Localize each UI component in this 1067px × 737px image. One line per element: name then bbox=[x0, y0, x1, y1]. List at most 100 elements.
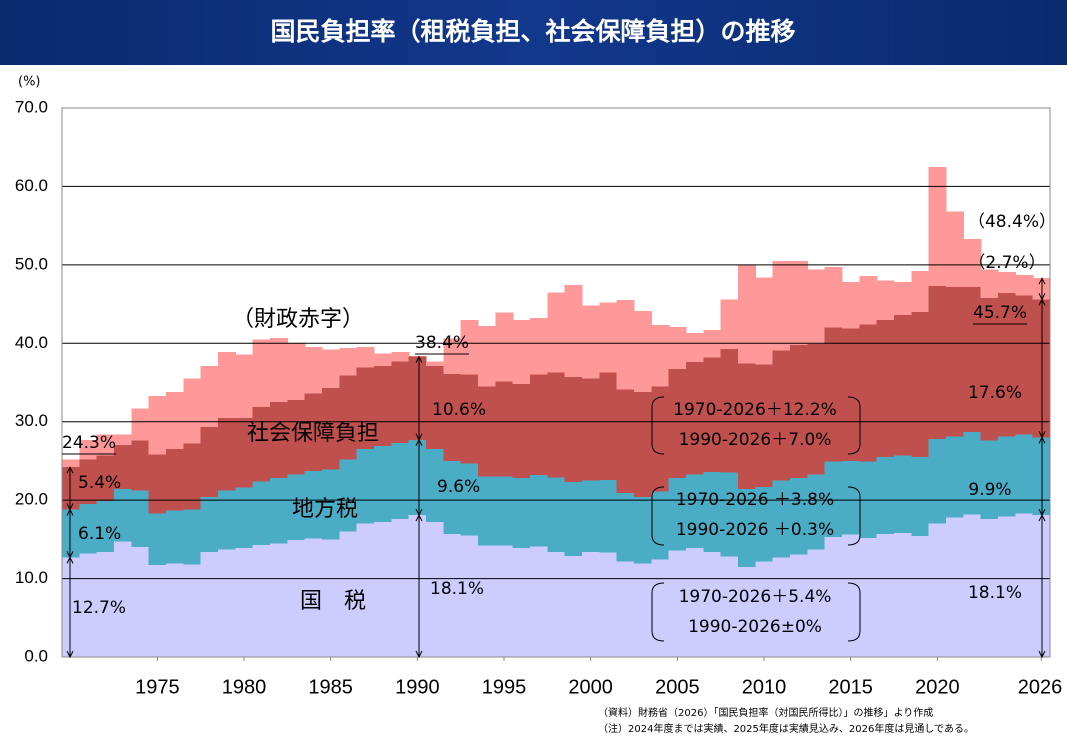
area-segment bbox=[634, 563, 652, 657]
area-segment bbox=[651, 559, 670, 657]
area-segment bbox=[616, 561, 635, 657]
area-segment bbox=[1015, 434, 1034, 514]
area-segment bbox=[963, 431, 982, 515]
area-segment bbox=[356, 347, 375, 368]
area-segment bbox=[651, 491, 670, 560]
area-segment bbox=[790, 260, 808, 345]
area-segment bbox=[946, 286, 964, 437]
area-segment bbox=[391, 351, 410, 362]
area-segment bbox=[738, 363, 756, 490]
area-segment bbox=[183, 509, 202, 565]
area-segment bbox=[287, 343, 306, 400]
area-segment bbox=[218, 549, 236, 657]
area-segment bbox=[651, 325, 670, 387]
area-segment bbox=[720, 472, 739, 557]
area-segment bbox=[634, 311, 652, 392]
arrow-head bbox=[66, 650, 74, 659]
bracket bbox=[651, 486, 665, 546]
area-segment bbox=[842, 534, 860, 657]
annotation: 5.4% bbox=[78, 473, 121, 493]
area-segment bbox=[720, 556, 739, 657]
area-segment bbox=[391, 442, 410, 519]
area-segment bbox=[738, 264, 756, 364]
area-segment bbox=[235, 547, 254, 657]
area-segment bbox=[512, 319, 531, 385]
arrow-head bbox=[1038, 277, 1046, 285]
annotation: 1970-2026 ＋3.8% bbox=[676, 490, 834, 510]
annotation: （2.7%） bbox=[968, 253, 1045, 273]
area-segment bbox=[859, 537, 878, 657]
area-segment bbox=[62, 509, 80, 558]
area-segment bbox=[96, 434, 115, 456]
series-label: 国 税 bbox=[300, 589, 366, 614]
area-segment bbox=[894, 315, 912, 456]
area-segment bbox=[946, 436, 964, 518]
area-segment bbox=[148, 395, 167, 455]
area-segment bbox=[530, 546, 548, 657]
area-segment bbox=[928, 286, 947, 439]
area-segment bbox=[235, 487, 254, 548]
area-segment bbox=[547, 292, 566, 373]
bracket bbox=[651, 582, 665, 642]
area-segment bbox=[772, 350, 791, 481]
area-segment bbox=[183, 564, 202, 657]
area-segment bbox=[148, 513, 167, 566]
arrow-head bbox=[415, 355, 423, 363]
area-segment bbox=[287, 474, 306, 541]
x-tick-label: 1990 bbox=[395, 676, 440, 698]
area-segment bbox=[807, 269, 826, 345]
area-segment bbox=[686, 547, 704, 657]
area-segment bbox=[547, 477, 566, 552]
area-segment bbox=[772, 557, 791, 657]
area-segment bbox=[460, 535, 479, 657]
area-segment bbox=[79, 553, 98, 657]
area-segment bbox=[270, 543, 288, 657]
y-tick-label: 0.0 bbox=[24, 646, 48, 665]
annotation: 1990-2026＋7.0% bbox=[679, 430, 832, 450]
area-segment bbox=[1015, 295, 1034, 435]
area-segment bbox=[842, 282, 860, 329]
area-segment bbox=[391, 518, 410, 657]
area-segment bbox=[426, 361, 444, 367]
area-segment bbox=[824, 267, 843, 328]
area-segment bbox=[928, 438, 947, 524]
area-segment bbox=[131, 490, 150, 548]
area-segment bbox=[876, 533, 895, 657]
area-segment bbox=[824, 327, 843, 462]
area-segment bbox=[582, 305, 600, 379]
area-segment bbox=[790, 554, 808, 657]
area-segment bbox=[252, 481, 271, 545]
area-segment bbox=[946, 211, 964, 287]
area-segment bbox=[478, 326, 496, 387]
area-segment bbox=[426, 366, 444, 450]
area-segment bbox=[928, 166, 947, 287]
annotation: 17.6% bbox=[968, 383, 1022, 403]
area-segment bbox=[200, 551, 219, 657]
area-segment bbox=[755, 561, 774, 657]
area-segment bbox=[738, 566, 756, 657]
area-segment bbox=[495, 476, 514, 546]
area-segment bbox=[980, 297, 999, 441]
area-segment bbox=[374, 366, 392, 447]
area-segment bbox=[322, 539, 340, 657]
area-segment bbox=[963, 514, 982, 657]
area-segment bbox=[512, 547, 531, 657]
area-segment bbox=[252, 406, 271, 482]
area-segment bbox=[582, 480, 600, 552]
area-segment bbox=[859, 324, 878, 462]
area-segment bbox=[356, 449, 375, 524]
area-segment bbox=[911, 457, 930, 537]
annotation: 18.1% bbox=[430, 579, 484, 599]
area-segment bbox=[443, 533, 462, 657]
area-segment bbox=[807, 474, 826, 550]
y-tick-label: 60.0 bbox=[15, 176, 48, 195]
area-segment bbox=[824, 537, 843, 657]
x-tick-label: 2010 bbox=[742, 676, 787, 698]
area-segment bbox=[634, 497, 652, 564]
arrow-head bbox=[415, 650, 423, 659]
area-segment bbox=[703, 471, 722, 552]
arrow-head bbox=[415, 433, 423, 441]
area-segment bbox=[807, 549, 826, 657]
annotation: 12.7% bbox=[72, 598, 126, 618]
area-segment bbox=[963, 238, 982, 287]
